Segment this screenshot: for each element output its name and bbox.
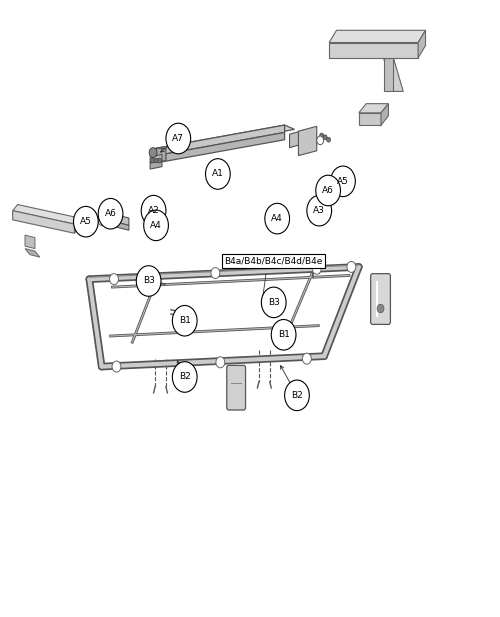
Text: B1: B1	[179, 317, 190, 325]
Text: B3: B3	[142, 276, 154, 286]
Polygon shape	[290, 130, 304, 147]
Circle shape	[317, 136, 324, 144]
Circle shape	[320, 133, 324, 138]
Polygon shape	[156, 125, 284, 155]
Circle shape	[302, 353, 312, 364]
Text: B4a/B4b/B4c/B4d/B4e: B4a/B4b/B4c/B4d/B4e	[224, 256, 323, 265]
Polygon shape	[329, 43, 418, 58]
Circle shape	[154, 158, 158, 163]
Text: A5: A5	[337, 177, 349, 186]
Circle shape	[216, 357, 225, 368]
Circle shape	[98, 199, 123, 229]
Circle shape	[141, 196, 166, 226]
Circle shape	[272, 320, 296, 350]
Polygon shape	[329, 30, 426, 43]
Polygon shape	[359, 104, 388, 113]
Text: A2: A2	[148, 206, 160, 215]
Circle shape	[98, 217, 105, 225]
Polygon shape	[156, 133, 284, 163]
Text: A5: A5	[80, 217, 92, 226]
Polygon shape	[156, 148, 166, 163]
Circle shape	[144, 210, 169, 241]
Circle shape	[262, 287, 286, 318]
Polygon shape	[12, 210, 74, 233]
Text: B2: B2	[179, 373, 190, 381]
Circle shape	[206, 159, 230, 189]
Circle shape	[265, 204, 289, 234]
Polygon shape	[74, 218, 80, 233]
Text: A6: A6	[322, 186, 334, 195]
Text: B2: B2	[291, 391, 303, 400]
Circle shape	[172, 305, 197, 336]
Polygon shape	[150, 154, 162, 163]
Polygon shape	[12, 205, 80, 224]
Circle shape	[106, 215, 110, 220]
Circle shape	[284, 380, 310, 410]
Text: A7: A7	[172, 134, 184, 143]
Circle shape	[112, 361, 121, 372]
Circle shape	[166, 123, 190, 154]
Text: B1: B1	[278, 330, 289, 339]
Circle shape	[211, 268, 220, 278]
Circle shape	[110, 274, 118, 284]
Circle shape	[149, 147, 157, 157]
Circle shape	[347, 262, 356, 273]
Text: A4: A4	[272, 214, 283, 223]
Text: B3: B3	[268, 298, 280, 307]
Circle shape	[158, 158, 162, 163]
Circle shape	[307, 196, 332, 226]
Circle shape	[326, 138, 330, 142]
FancyBboxPatch shape	[227, 365, 246, 410]
Circle shape	[312, 263, 321, 275]
Polygon shape	[25, 235, 35, 249]
Text: A1: A1	[212, 170, 224, 178]
Circle shape	[172, 362, 197, 392]
Polygon shape	[25, 249, 40, 257]
Circle shape	[316, 175, 340, 206]
Circle shape	[103, 217, 107, 222]
Circle shape	[330, 166, 355, 197]
Polygon shape	[384, 58, 394, 91]
Polygon shape	[359, 113, 381, 125]
Circle shape	[377, 304, 384, 313]
Circle shape	[136, 266, 161, 296]
Circle shape	[323, 135, 327, 139]
Circle shape	[100, 219, 103, 224]
Text: A4: A4	[150, 221, 162, 230]
Polygon shape	[384, 58, 404, 91]
Polygon shape	[298, 126, 317, 155]
Polygon shape	[150, 160, 162, 169]
Circle shape	[74, 207, 98, 237]
FancyBboxPatch shape	[370, 274, 390, 325]
Polygon shape	[112, 213, 129, 225]
Circle shape	[150, 158, 154, 163]
Polygon shape	[156, 125, 294, 152]
Text: A6: A6	[104, 209, 117, 218]
Polygon shape	[381, 104, 388, 125]
Text: A3: A3	[314, 206, 325, 215]
Polygon shape	[112, 221, 129, 230]
Polygon shape	[418, 30, 426, 58]
